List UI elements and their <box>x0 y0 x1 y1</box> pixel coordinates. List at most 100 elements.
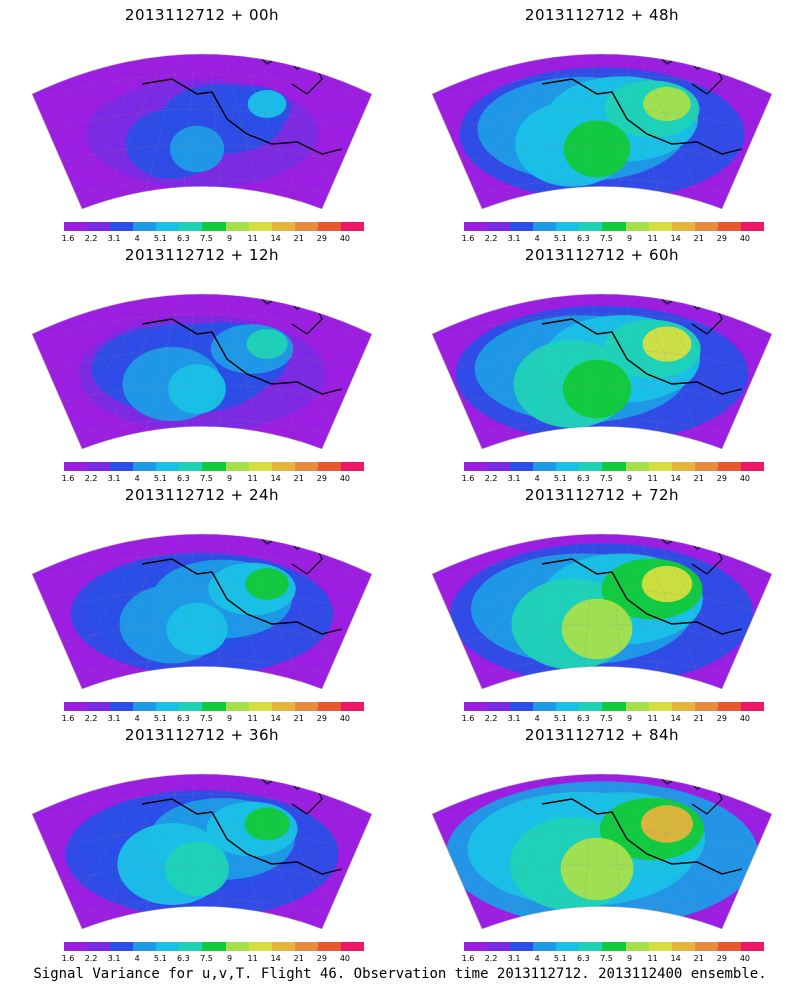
colorbar-swatch <box>156 942 180 951</box>
colorbar-swatch <box>202 702 226 711</box>
colorbar-swatch <box>179 942 203 951</box>
colorbar-swatch <box>487 222 511 231</box>
colorbar-tick-label: 5.1 <box>553 714 567 723</box>
colorbar <box>64 462 365 471</box>
colorbar-swatch <box>740 702 765 711</box>
colorbar-swatch <box>294 942 318 951</box>
colorbar-swatch <box>133 462 157 471</box>
colorbar-swatch <box>64 222 88 231</box>
colorbar-swatch <box>625 462 649 471</box>
colorbar-tick-label: 7.5 <box>200 234 213 243</box>
colorbar-tick-label: 7.5 <box>200 474 213 483</box>
colorbar <box>464 222 765 231</box>
colorbar-tick-label: 14 <box>270 954 281 963</box>
colorbar-swatch <box>87 702 111 711</box>
colorbar-tick-label: 14 <box>270 474 281 483</box>
colorbar <box>64 942 365 951</box>
colorbar-tick-label: 4 <box>134 474 140 483</box>
colorbar-tick-label: 3.1 <box>107 474 121 483</box>
colorbar-swatch <box>464 702 488 711</box>
colorbar-tick-label: 40 <box>339 474 351 483</box>
colorbar-swatch <box>556 222 580 231</box>
colorbar-swatch <box>694 702 718 711</box>
colorbar-swatch <box>271 702 295 711</box>
colorbar-tick-label: 9 <box>226 474 233 483</box>
colorbar-tick-label: 1.6 <box>61 234 75 243</box>
colorbar-tick-label: 29 <box>716 234 727 243</box>
colorbar-swatch <box>487 942 511 951</box>
colorbar-swatch <box>294 702 318 711</box>
panel-title: 2013112712 + 00h <box>124 6 280 24</box>
colorbar-tick-label: 40 <box>739 954 751 963</box>
colorbar-tick-label: 11 <box>247 954 258 963</box>
colorbar-tick-label: 3.1 <box>107 234 121 243</box>
colorbar-tick-label: 3.1 <box>507 474 521 483</box>
colorbar-tick-label: 21 <box>693 234 704 243</box>
colorbar-swatch <box>464 462 488 471</box>
colorbar-tick-label: 3.1 <box>107 714 121 723</box>
colorbar-swatch <box>340 702 365 711</box>
colorbar-ticks: 1.6 2.2 3.1 4 5.1 6.3 7.5 9 11 14 21 29 40 <box>446 474 750 484</box>
colorbar-swatch <box>225 702 249 711</box>
colorbar-tick-label: 6.3 <box>577 474 590 483</box>
colorbar-tick-label: 3.1 <box>507 714 521 723</box>
colorbar-tick-label: 5.1 <box>153 234 167 243</box>
colorbar-tick-label: 11 <box>247 714 258 723</box>
colorbar-ticks: 1.6 2.2 3.1 4 5.1 6.3 7.5 9 11 14 21 29 40 <box>46 474 350 484</box>
colorbar-swatch <box>110 702 134 711</box>
colorbar-swatch <box>671 702 695 711</box>
colorbar-tick-label: 6.3 <box>177 234 190 243</box>
colorbar-tick-label: 21 <box>693 474 704 483</box>
colorbar-tick-label: 9 <box>226 954 233 963</box>
colorbar-swatch <box>579 702 603 711</box>
colorbar-tick-label: 1.6 <box>461 714 475 723</box>
colorbar-tick-label: 1.6 <box>61 474 75 483</box>
colorbar-swatch <box>225 462 249 471</box>
forecast-panel: 2013112712 + 48h 1.6 2.2 3.1 4 5.1 6.3 7.5 9 11 14… <box>412 0 792 243</box>
colorbar-swatch <box>671 222 695 231</box>
colorbar-tick-label: 29 <box>716 474 727 483</box>
variance-map <box>31 53 373 210</box>
colorbar-tick-label: 2.2 <box>84 714 98 723</box>
forecast-panel: 2013112712 + 24h 1.6 2.2 3.1 4 5.1 6.3 7.5 9 11 14… <box>12 480 392 723</box>
colorbar-swatch <box>625 942 649 951</box>
colorbar-swatch <box>602 942 626 951</box>
colorbar-tick-label: 14 <box>270 234 281 243</box>
colorbar-tick-label: 3.1 <box>107 954 121 963</box>
colorbar <box>464 462 765 471</box>
forecast-panel: 2013112712 + 36h 1.6 2.2 3.1 4 5.1 6.3 7.5 9 11 14… <box>12 720 392 963</box>
colorbar-tick-label: 3.1 <box>507 234 521 243</box>
colorbar-tick-label: 11 <box>647 474 658 483</box>
colorbar-swatch <box>510 942 534 951</box>
colorbar-swatch <box>464 942 488 951</box>
colorbar-tick-label: 7.5 <box>600 714 613 723</box>
forecast-panel: 2013112712 + 84h 1.6 2.2 3.1 4 5.1 6.3 7.5 9 11 14… <box>412 720 792 963</box>
colorbar-swatch <box>625 702 649 711</box>
colorbar-tick-label: 14 <box>670 714 681 723</box>
colorbar-swatch <box>533 942 557 951</box>
colorbar-tick-label: 6.3 <box>177 714 190 723</box>
colorbar-swatch <box>694 942 718 951</box>
colorbar-tick-label: 7.5 <box>200 714 213 723</box>
colorbar-ticks: 1.6 2.2 3.1 4 5.1 6.3 7.5 9 11 14 21 29 40 <box>46 234 350 244</box>
colorbar-swatch <box>740 942 765 951</box>
colorbar <box>64 222 365 231</box>
colorbar-tick-label: 6.3 <box>177 954 190 963</box>
colorbar <box>464 702 765 711</box>
colorbar-swatch <box>625 222 649 231</box>
colorbar-swatch <box>648 942 672 951</box>
colorbar-tick-label: 5.1 <box>553 474 567 483</box>
colorbar-tick-label: 7.5 <box>600 954 613 963</box>
colorbar-swatch <box>340 222 365 231</box>
colorbar-tick-label: 29 <box>316 714 327 723</box>
colorbar-swatch <box>671 462 695 471</box>
colorbar-tick-label: 3.1 <box>507 954 521 963</box>
colorbar-swatch <box>87 222 111 231</box>
colorbar-swatch <box>133 702 157 711</box>
colorbar-swatch <box>64 702 88 711</box>
colorbar-tick-label: 6.3 <box>177 474 190 483</box>
colorbar-swatch <box>533 462 557 471</box>
colorbar-swatch <box>317 942 341 951</box>
colorbar-swatch <box>464 222 488 231</box>
colorbar-tick-label: 2.2 <box>484 474 498 483</box>
